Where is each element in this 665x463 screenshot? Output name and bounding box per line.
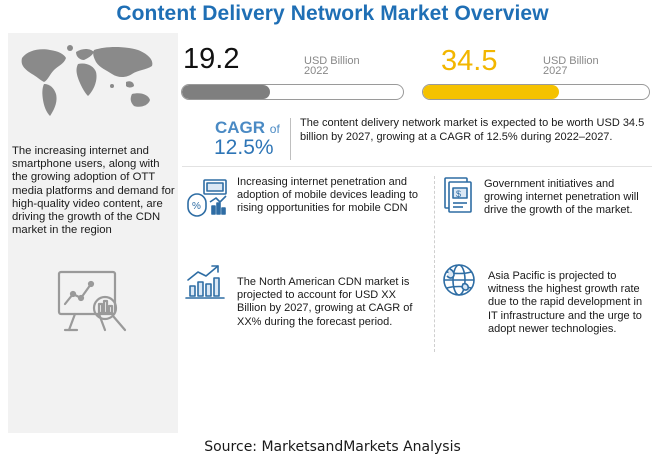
- divider: [434, 176, 435, 352]
- growth-chart-icon: [185, 265, 225, 299]
- driver-text-1: Increasing internet penetration and adop…: [237, 176, 419, 215]
- svg-text:%: %: [192, 201, 201, 212]
- internet-penetration-icon: %: [187, 179, 227, 217]
- year-label-2027: 2027: [543, 65, 568, 77]
- unit-label-2022: USD Billion: [304, 55, 360, 67]
- progress-fill-2022: [182, 85, 271, 99]
- cagr-of-text: of: [269, 122, 280, 136]
- progress-bar-2022: [181, 84, 404, 100]
- cagr-text: CAGR: [215, 118, 266, 137]
- driver-text-3: The North American CDN market is project…: [237, 276, 413, 328]
- source-caption: Source: MarketsandMarkets Analysis: [204, 439, 461, 455]
- market-value-2022: 19.2: [183, 43, 240, 75]
- driver-text-2: Government initiatives and growing inter…: [484, 178, 639, 217]
- page-title: Content Delivery Network Market Overview: [116, 2, 549, 25]
- government-money-icon: $: [444, 177, 472, 213]
- divider: [290, 118, 291, 160]
- analytics-magnifier-icon: [57, 270, 127, 332]
- market-summary: The content delivery network market is e…: [300, 117, 645, 143]
- left-panel-description: The increasing internet and smartphone u…: [12, 145, 175, 237]
- cagr-value: 12.5%: [214, 136, 274, 159]
- progress-bar-2027: [422, 84, 650, 100]
- unit-label-2027: USD Billion: [543, 55, 599, 67]
- year-label-2022: 2022: [304, 65, 329, 77]
- cagr-label: CAGR of: [215, 119, 280, 138]
- market-value-2027: 34.5: [441, 45, 498, 77]
- driver-text-4: Asia Pacific is projected to witness the…: [488, 270, 643, 335]
- globe-icon: [443, 264, 475, 296]
- world-map-icon: [21, 45, 153, 116]
- svg-text:$: $: [456, 189, 461, 199]
- divider: [182, 166, 652, 167]
- progress-fill-2027: [423, 85, 559, 99]
